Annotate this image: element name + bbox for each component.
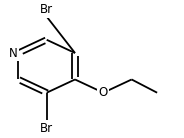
Text: O: O [99, 86, 108, 99]
Text: Br: Br [40, 3, 53, 16]
Text: N: N [9, 47, 18, 59]
Text: Br: Br [40, 122, 53, 135]
